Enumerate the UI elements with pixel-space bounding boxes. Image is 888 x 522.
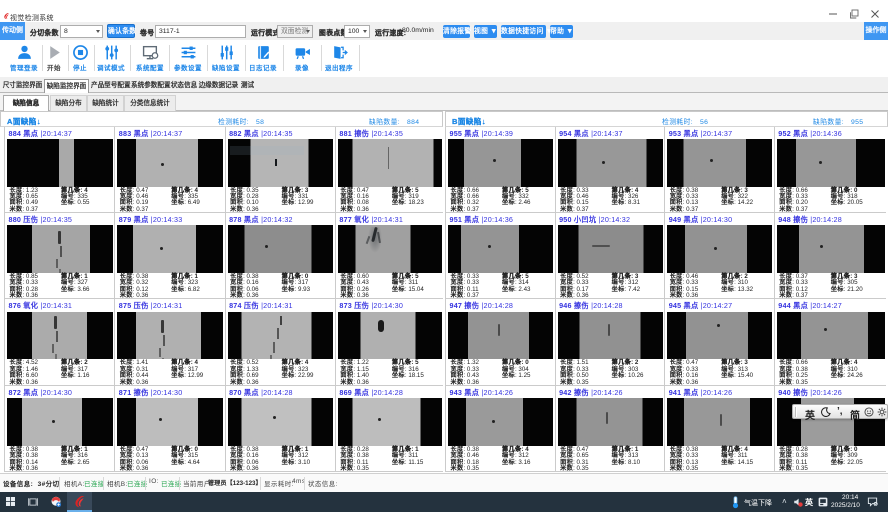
svg-text:6: 6 [875,503,877,507]
